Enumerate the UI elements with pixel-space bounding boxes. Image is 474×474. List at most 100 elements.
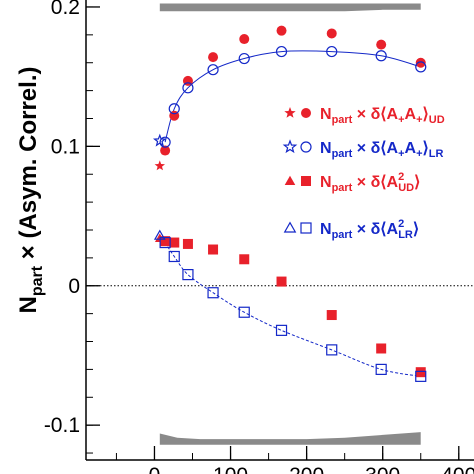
data-point-series-4-1 [159,236,171,249]
legend-n: N [320,174,332,191]
data-point-series-3-6 [276,276,287,287]
legend-sub: part [332,229,353,241]
fit-lines [164,50,421,377]
legend-close: ⟩ [414,174,420,191]
y-axis-title-main: N [15,296,42,313]
legend-s1: + [398,148,404,160]
y-axis-label: Npart × (Asym. Correl.) [15,67,46,314]
legend-s2: + [416,148,422,160]
data-point-series-1-extra [154,160,165,171]
legend-m: A [405,140,417,157]
data-point-series-3-3 [182,238,193,249]
data-point-series-1-5 [239,34,250,45]
data-point-series-2-5 [238,52,250,65]
legend-label-2: Npart × δ⟨A+A+⟩LR [320,140,443,160]
data-point-series-3-8 [376,343,387,354]
legend-n: N [320,106,332,123]
data-point-series-1-1 [160,145,171,156]
data-point-series-4-extra [153,229,166,240]
x-tick-label-2: 100 [213,464,248,474]
legend-marker-extra-1 [284,107,296,118]
x-tick-label-1: 0 [149,464,161,474]
x-tick-label-4: 300 [365,464,400,474]
legend-sup: 2 [398,218,404,230]
legend-op: × δ⟨A [352,140,398,157]
legend-marker-extra-2 [282,139,298,154]
data-point-series-2-6 [275,45,288,58]
fit-line-series-4 [164,242,421,377]
data-point-series-3-2 [169,237,180,248]
legend-marker-2 [300,141,312,153]
data-point-series-1-8 [376,39,387,50]
data-point-series-4-9 [415,370,427,382]
legend-sub2: LR [398,229,413,241]
legend-sub: part [332,148,353,160]
data-point-series-4-2 [168,250,180,263]
fit-line-series-2 [164,50,421,143]
systematic-bands [159,3,421,445]
legend-s1: + [398,114,404,126]
x-tick-label-5: 400 [441,464,474,474]
legend-op: × δ⟨A [352,106,398,123]
data-point-series-2-9 [415,61,427,73]
y-tick-label-2: 0 [68,275,80,298]
data-points [152,25,427,382]
legend-close: ⟩ [423,140,429,157]
legend-m: A [405,106,417,123]
y-tick-label-1: -0.1 [44,414,80,437]
legend-close: ⟩ [423,106,429,123]
data-point-series-2-extra [152,133,167,147]
data-point-series-1-9 [415,57,426,68]
legend-op: × δ⟨A [352,221,398,238]
data-point-series-2-7 [326,45,338,58]
data-point-series-2-2 [168,103,180,115]
data-point-series-4-8 [375,363,387,375]
data-point-series-2-4 [207,64,219,76]
legend-label-1: Npart × δ⟨A+A+⟩UD [320,106,445,126]
data-point-series-4-7 [326,344,338,356]
legend-sub: part [332,114,353,126]
y-tick-label-3: 0.1 [51,135,80,158]
x-tick-label-3: 200 [289,464,324,474]
data-point-series-1-7 [326,28,337,39]
legend-tail: LR [429,148,444,160]
data-point-series-2-3 [182,82,194,94]
data-point-series-3-1 [160,236,171,247]
y-tick-label-4: 0.2 [51,0,80,19]
legend-op: × δ⟨A [352,174,398,191]
legend-n: N [320,140,332,157]
legend-marker-extra-4 [283,221,297,233]
legend-marker-1 [301,108,311,118]
legend-marker-extra-3 [284,175,296,185]
data-point-series-2-8 [375,50,387,62]
data-point-series-4-6 [275,324,288,336]
y-axis-title-sub: part [29,265,46,296]
data-point-series-2-1 [159,136,171,148]
legend-sub: part [332,182,353,194]
data-point-series-1-6 [276,25,287,36]
data-point-series-3-5 [239,254,250,265]
y-axis-title: Npart × (Asym. Correl.) [15,67,46,314]
legend-close: ⟩ [413,221,419,238]
ticks: -0.1 0 0.1 0.2 0 100 200 300 400 [44,0,474,474]
legend-sup: 2 [398,171,404,183]
systematic-band-2 [159,432,421,445]
systematic-band-1 [159,3,421,12]
data-point-series-1-4 [208,52,219,63]
data-point-series-4-5 [238,306,250,318]
data-point-series-3-7 [326,310,337,321]
legend-label-4: Npart × δ⟨A2 LR⟩ [320,218,419,241]
legend-n: N [320,221,332,238]
legend-sub2: UD [398,182,414,194]
y-axis-title-rest: × (Asym. Correl.) [15,67,42,266]
data-point-series-3-4 [208,244,219,255]
legend-label-3: Npart × δ⟨A2 UD⟩ [320,171,420,194]
data-point-series-3-9 [415,367,426,378]
legend-marker-4 [300,222,312,234]
data-point-series-4-3 [182,269,194,281]
legend-s2: + [416,114,422,126]
legend-marker-3 [301,176,311,186]
